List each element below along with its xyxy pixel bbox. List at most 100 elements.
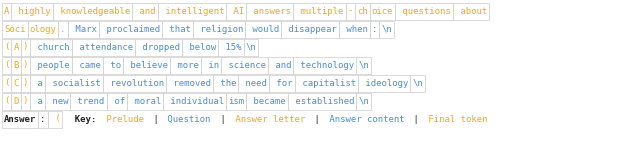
Text: -: - bbox=[348, 6, 353, 15]
Text: \n: \n bbox=[358, 61, 369, 70]
Bar bbox=[20, 92, 30, 110]
Bar bbox=[2, 75, 12, 91]
Text: knowledgeable: knowledgeable bbox=[55, 6, 131, 15]
Bar bbox=[30, 39, 72, 56]
Text: people: people bbox=[32, 61, 70, 70]
Bar bbox=[123, 56, 170, 74]
Text: highly: highly bbox=[13, 6, 51, 15]
Text: Soci: Soci bbox=[4, 25, 26, 34]
Text: a: a bbox=[32, 78, 43, 87]
Bar bbox=[358, 75, 410, 91]
Bar bbox=[193, 20, 245, 37]
Bar bbox=[410, 75, 425, 91]
Text: B: B bbox=[13, 61, 19, 70]
Text: ideology: ideology bbox=[360, 78, 408, 87]
Text: technology: technology bbox=[295, 61, 355, 70]
Bar bbox=[2, 92, 12, 110]
Text: became: became bbox=[248, 96, 286, 106]
Bar bbox=[162, 20, 193, 37]
Text: intelligent: intelligent bbox=[160, 6, 224, 15]
Bar bbox=[107, 92, 127, 110]
Text: dropped: dropped bbox=[137, 42, 180, 51]
Bar bbox=[30, 75, 45, 91]
Bar bbox=[293, 2, 346, 20]
Bar bbox=[38, 111, 47, 127]
Bar bbox=[12, 2, 53, 20]
Text: |: | bbox=[148, 115, 158, 123]
Bar bbox=[102, 56, 123, 74]
Bar bbox=[356, 56, 371, 74]
Text: that: that bbox=[164, 25, 191, 34]
Text: AI: AI bbox=[228, 6, 244, 15]
Text: believe: believe bbox=[125, 61, 168, 70]
Text: ology: ology bbox=[29, 25, 56, 34]
Text: ): ) bbox=[23, 61, 28, 70]
Bar bbox=[45, 75, 102, 91]
Bar bbox=[72, 39, 135, 56]
Text: Key:: Key: bbox=[65, 115, 97, 123]
Bar bbox=[288, 92, 356, 110]
Text: revolution: revolution bbox=[104, 78, 164, 87]
Text: a: a bbox=[32, 96, 43, 106]
Text: \n: \n bbox=[246, 42, 257, 51]
Text: A: A bbox=[4, 6, 10, 15]
Bar bbox=[212, 75, 238, 91]
Bar bbox=[238, 75, 269, 91]
Text: .: . bbox=[60, 25, 66, 34]
Text: (: ( bbox=[50, 115, 60, 123]
Bar bbox=[245, 20, 281, 37]
Bar bbox=[2, 20, 28, 37]
Text: established: established bbox=[290, 96, 355, 106]
Bar bbox=[346, 2, 355, 20]
Text: C: C bbox=[13, 78, 19, 87]
Text: |: | bbox=[215, 115, 225, 123]
Text: trend: trend bbox=[72, 96, 104, 106]
Text: Answer: Answer bbox=[4, 115, 36, 123]
Bar bbox=[2, 56, 12, 74]
Bar bbox=[339, 20, 370, 37]
Bar bbox=[244, 39, 259, 56]
Text: |: | bbox=[408, 115, 419, 123]
Text: below: below bbox=[184, 42, 216, 51]
Bar bbox=[293, 56, 356, 74]
Bar bbox=[246, 2, 293, 20]
Text: in: in bbox=[203, 61, 219, 70]
Text: science: science bbox=[223, 61, 266, 70]
Bar bbox=[20, 56, 30, 74]
Bar bbox=[47, 111, 62, 127]
Bar bbox=[70, 92, 107, 110]
Text: ): ) bbox=[23, 96, 28, 106]
Bar bbox=[370, 2, 396, 20]
Text: for: for bbox=[271, 78, 292, 87]
Bar bbox=[268, 56, 293, 74]
Text: Question: Question bbox=[163, 115, 211, 123]
Text: (: ( bbox=[4, 96, 10, 106]
Text: (: ( bbox=[4, 78, 10, 87]
Bar bbox=[2, 39, 12, 56]
Text: capitalist: capitalist bbox=[296, 78, 356, 87]
Bar bbox=[102, 75, 166, 91]
Bar bbox=[355, 2, 370, 20]
Bar bbox=[58, 20, 68, 37]
Text: |: | bbox=[308, 115, 319, 123]
Text: 15%: 15% bbox=[220, 42, 242, 51]
Text: Prelude: Prelude bbox=[100, 115, 143, 123]
Bar bbox=[12, 39, 20, 56]
Text: socialist: socialist bbox=[47, 78, 100, 87]
Text: came: came bbox=[74, 61, 100, 70]
Text: Answer letter: Answer letter bbox=[230, 115, 305, 123]
Text: when: when bbox=[341, 25, 368, 34]
Bar bbox=[135, 39, 182, 56]
Text: new: new bbox=[47, 96, 68, 106]
Bar bbox=[200, 56, 221, 74]
Bar bbox=[269, 75, 294, 91]
Text: multiple: multiple bbox=[296, 6, 344, 15]
Text: attendance: attendance bbox=[74, 42, 133, 51]
Bar bbox=[294, 75, 358, 91]
Text: \n: \n bbox=[381, 25, 392, 34]
Text: ): ) bbox=[23, 78, 28, 87]
Bar bbox=[127, 92, 163, 110]
Text: more: more bbox=[172, 61, 198, 70]
Bar bbox=[182, 39, 218, 56]
Bar bbox=[157, 2, 227, 20]
